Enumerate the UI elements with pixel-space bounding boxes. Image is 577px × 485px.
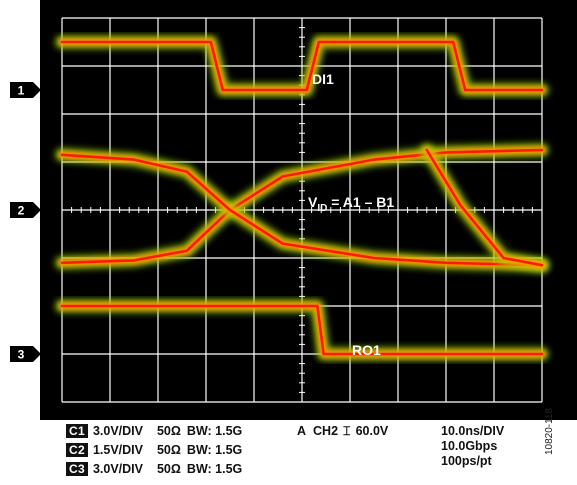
trace-labels: DI1 VID = A1 – B1 RO1 — [308, 71, 394, 358]
figure-id: 10820-118 — [544, 407, 555, 455]
channel-3-impedance: 50Ω — [156, 462, 181, 476]
channel-1-badge: C1 — [66, 424, 88, 438]
vid-expression: = A1 – B1 — [327, 194, 394, 210]
trace-core — [60, 40, 544, 92]
trace-core — [60, 304, 544, 356]
marker-arrow — [10, 82, 41, 98]
trace-ro1 — [55, 299, 549, 361]
channel-marker-3: 3 — [10, 346, 41, 362]
trace-layer — [55, 35, 549, 361]
channel-2-badge: C2 — [66, 443, 88, 457]
marker-label: 2 — [18, 204, 25, 218]
channel-3-vdiv: 3.0V/DIV — [92, 462, 143, 476]
channel-3-settings: C3 3.0V/DIV 50Ω BW: 1.5G — [66, 460, 242, 479]
channel-3-badge: C3 — [66, 462, 88, 476]
trigger-source: CH2 — [313, 424, 339, 438]
trace-di1 — [55, 35, 549, 97]
marker-arrow — [10, 202, 41, 218]
trace-v-id-transition — [419, 143, 549, 273]
di1-label: DI1 — [312, 71, 334, 87]
vid-label: VID = A1 – B1 — [308, 194, 394, 214]
channel-2-bandwidth: BW: 1.5G — [186, 443, 243, 457]
channel-markers: 1 2 3 — [10, 82, 41, 362]
vid-subscript: ID — [317, 203, 327, 214]
marker-label: 3 — [18, 348, 25, 362]
timebase-tdiv: 10.0ns/DIV — [441, 424, 505, 438]
trace-v-id-falling — [55, 147, 549, 273]
trace-core — [425, 148, 544, 267]
trace-core — [60, 153, 544, 267]
channel-settings: C1 3.0V/DIV 50Ω BW: 1.5G C2 1.5V/DIV 50Ω BW: 1… — [66, 422, 242, 479]
ro1-label: RO1 — [352, 342, 381, 358]
timebase-settings: 10.0ns/DIV 10.0Gbps 100ps/pt — [441, 422, 504, 469]
trigger-settings: A CH2 ⌶ 60.0V — [297, 422, 388, 441]
channel-1-vdiv: 3.0V/DIV — [92, 424, 143, 438]
channel-marker-1: 1 — [10, 82, 41, 98]
channel-3-bandwidth: BW: 1.5G — [186, 462, 243, 476]
channel-2-vdiv: 1.5V/DIV — [92, 443, 143, 457]
channel-1-impedance: 50Ω — [156, 424, 181, 438]
channel-1-settings: C1 3.0V/DIV 50Ω BW: 1.5G — [66, 422, 242, 441]
vid-main: V — [308, 194, 318, 210]
timebase-resolution: 100ps/pt — [441, 454, 492, 468]
timebase-rate: 10.0Gbps — [441, 439, 498, 453]
trigger-edge-icon: ⌶ — [343, 424, 351, 438]
marker-label: 1 — [18, 84, 25, 98]
trigger-mode: A — [297, 424, 307, 438]
channel-2-settings: C2 1.5V/DIV 50Ω BW: 1.5G — [66, 441, 242, 460]
channel-1-bandwidth: BW: 1.5G — [186, 424, 243, 438]
marker-arrow — [10, 346, 41, 362]
channel-marker-2: 2 — [10, 202, 41, 218]
channel-2-impedance: 50Ω — [156, 443, 181, 457]
trigger-level: 60.0V — [355, 424, 389, 438]
